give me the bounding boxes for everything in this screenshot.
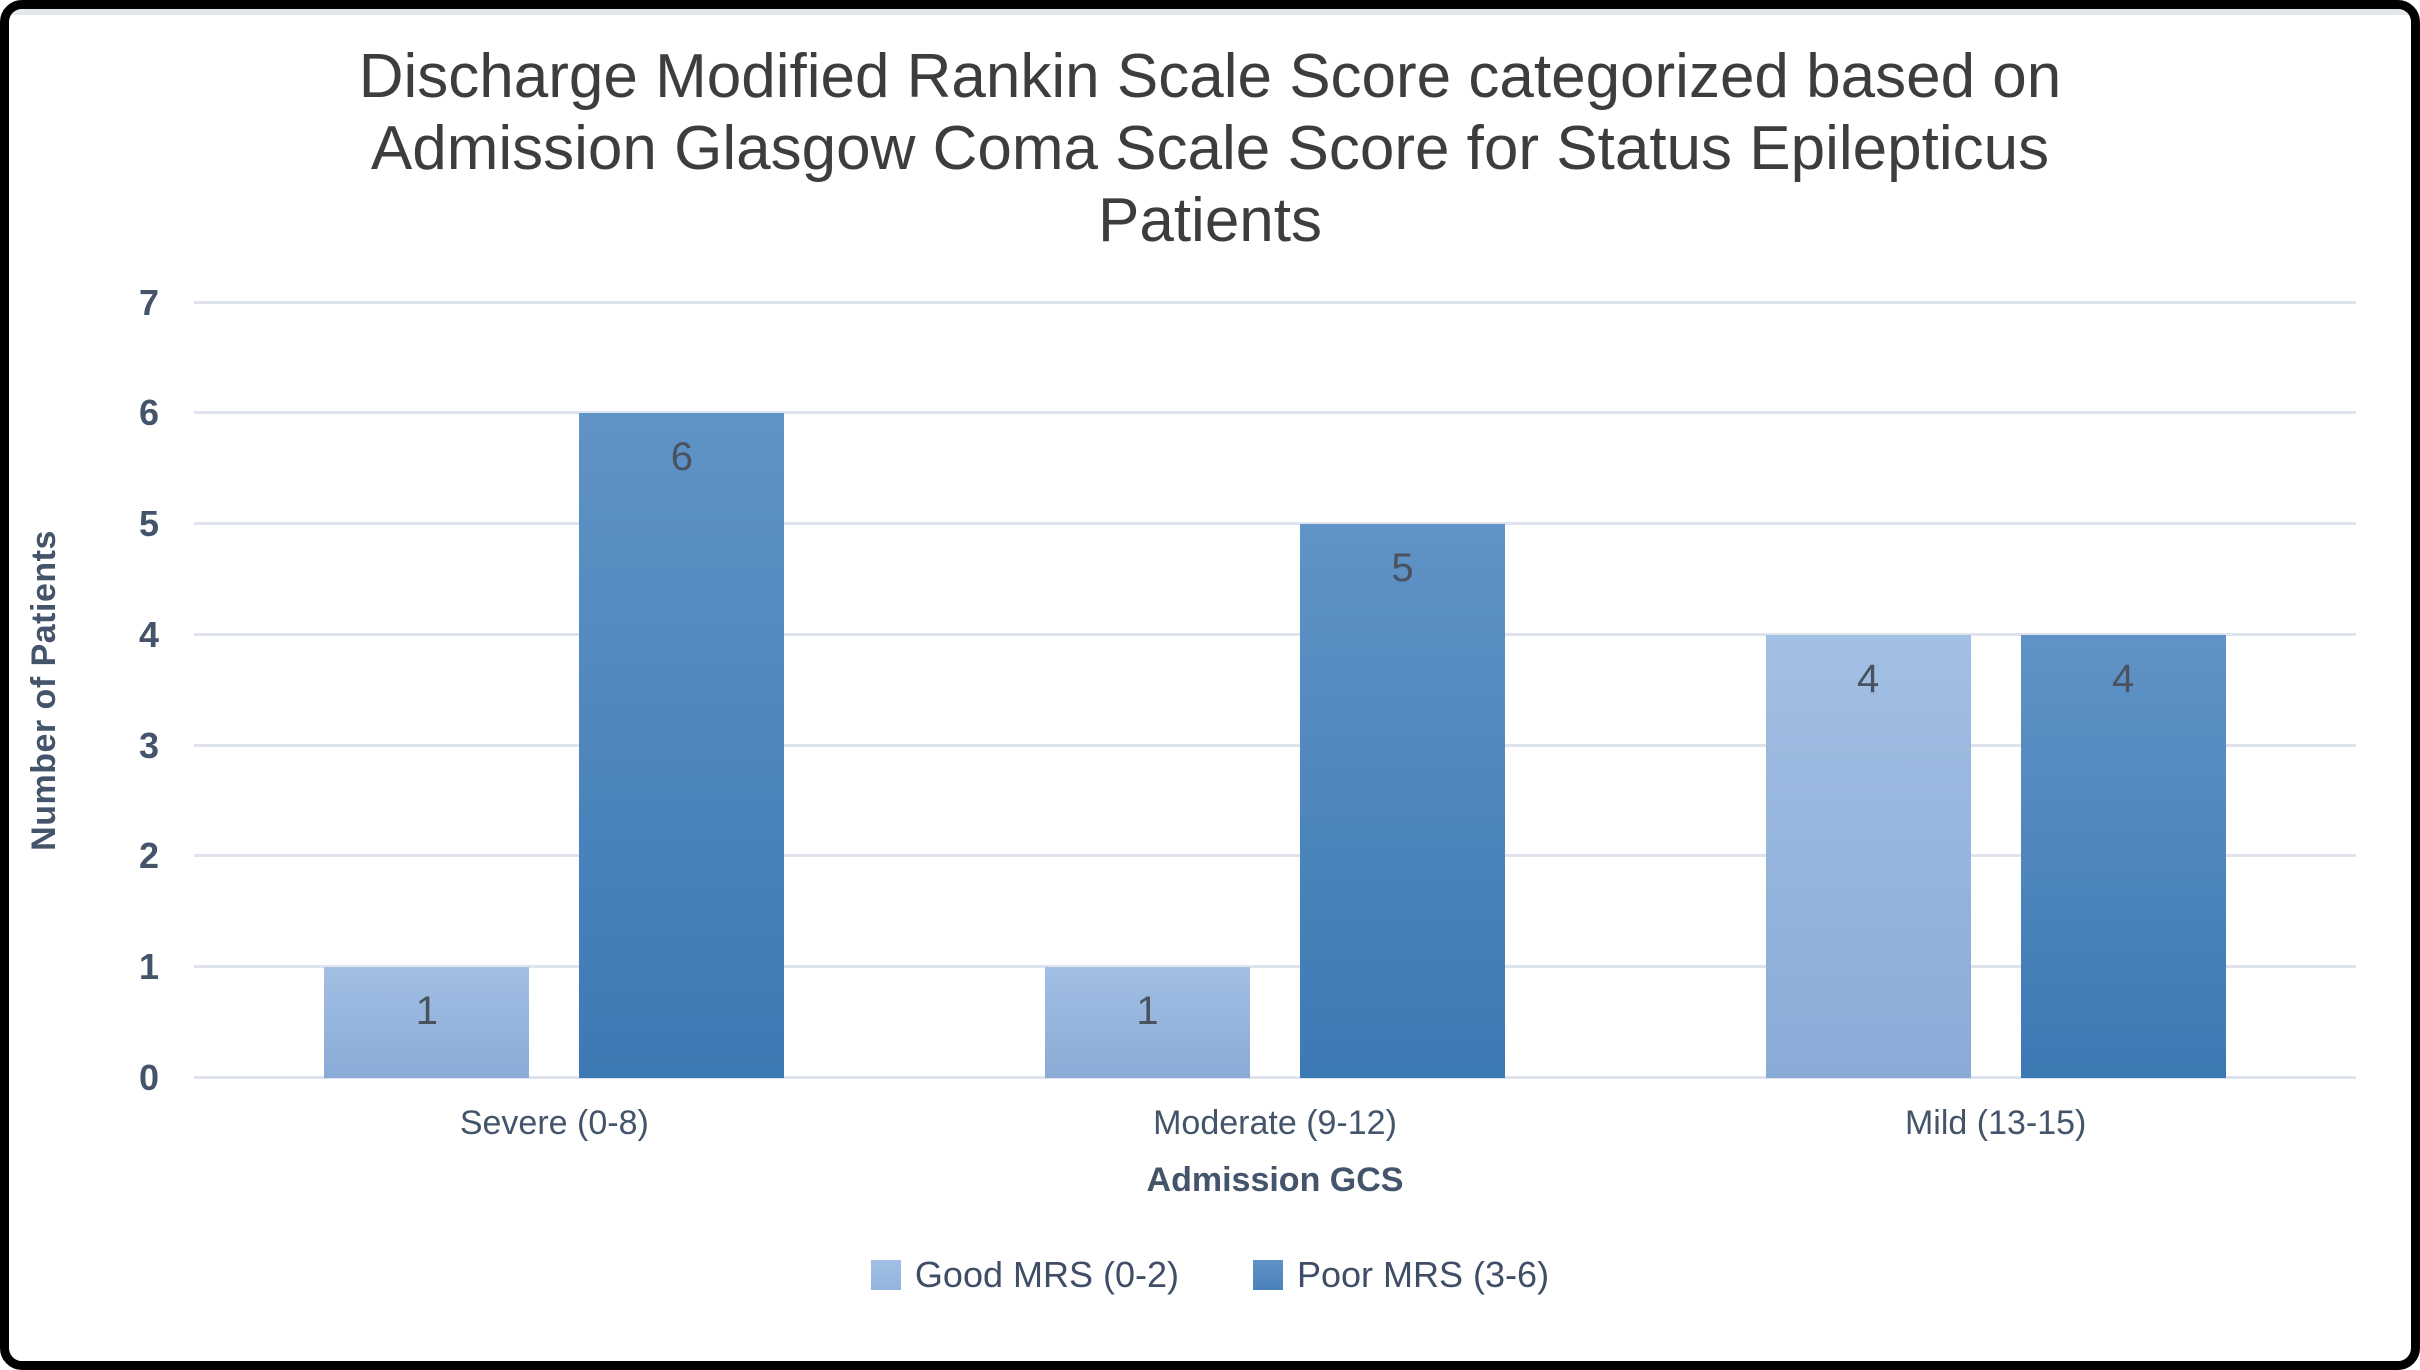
bar: 5	[1300, 524, 1505, 1078]
legend-label: Good MRS (0-2)	[914, 1253, 1179, 1295]
bar: 6	[579, 413, 785, 1078]
gridline	[194, 632, 2356, 636]
y-tick-label: 7	[138, 281, 159, 323]
bar-value-label: 5	[1391, 546, 1414, 591]
gridline	[194, 743, 2356, 747]
y-tick-label: 1	[138, 946, 159, 988]
y-tick-label: 6	[138, 392, 159, 434]
legend-swatch	[870, 1259, 901, 1290]
y-tick-label: 4	[138, 613, 159, 655]
y-tick-label: 3	[138, 724, 159, 766]
y-tick-label: 0	[138, 1056, 159, 1098]
gridline	[194, 300, 2356, 304]
gridline	[194, 522, 2356, 526]
y-axis-tick-labels: 0 1 2 3 4 5 6 7	[79, 282, 194, 1098]
gridline	[194, 411, 2356, 415]
x-axis-tick-labels: Severe (0-8) Moderate (9-12) Mild (13-15)	[194, 1078, 2356, 1143]
gridline	[194, 854, 2356, 858]
bar-value-label: 4	[2112, 656, 2135, 701]
x-axis-title: Admission GCS	[1146, 1160, 1404, 1199]
legend-swatch	[1253, 1259, 1283, 1290]
bar: 4	[2020, 634, 2226, 1078]
bar-value-label: 1	[1136, 989, 1159, 1034]
y-axis-title: Number of Patients	[24, 529, 63, 851]
gridline	[194, 1075, 2356, 1079]
chart-title: Discharge Modified Rankin Scale Score ca…	[358, 42, 2062, 255]
x-tick-label: Moderate (9-12)	[1153, 1103, 1397, 1142]
bar-value-label: 6	[670, 435, 693, 480]
legend: Good MRS (0-2) Poor MRS (3-6)	[9, 1254, 2411, 1296]
window-top-strip	[9, 9, 2411, 15]
gridline	[194, 965, 2356, 969]
bar: 1	[324, 967, 530, 1078]
x-tick-label: Mild (13-15)	[1904, 1103, 2087, 1142]
bar: 4	[1765, 634, 1971, 1078]
bar-value-label: 4	[1857, 656, 1880, 701]
y-tick-label: 5	[138, 503, 159, 545]
bar: 1	[1045, 967, 1250, 1078]
legend-item: Poor MRS (3-6)	[1253, 1254, 1549, 1296]
legend-item: Good MRS (0-2)	[870, 1253, 1179, 1296]
y-tick-label: 2	[138, 835, 159, 877]
x-tick-label: Severe (0-8)	[459, 1103, 649, 1142]
y-axis-title-column: Number of Patients	[9, 303, 79, 1078]
legend-label: Poor MRS (3-6)	[1297, 1253, 1550, 1295]
bar-value-label: 1	[415, 989, 438, 1034]
